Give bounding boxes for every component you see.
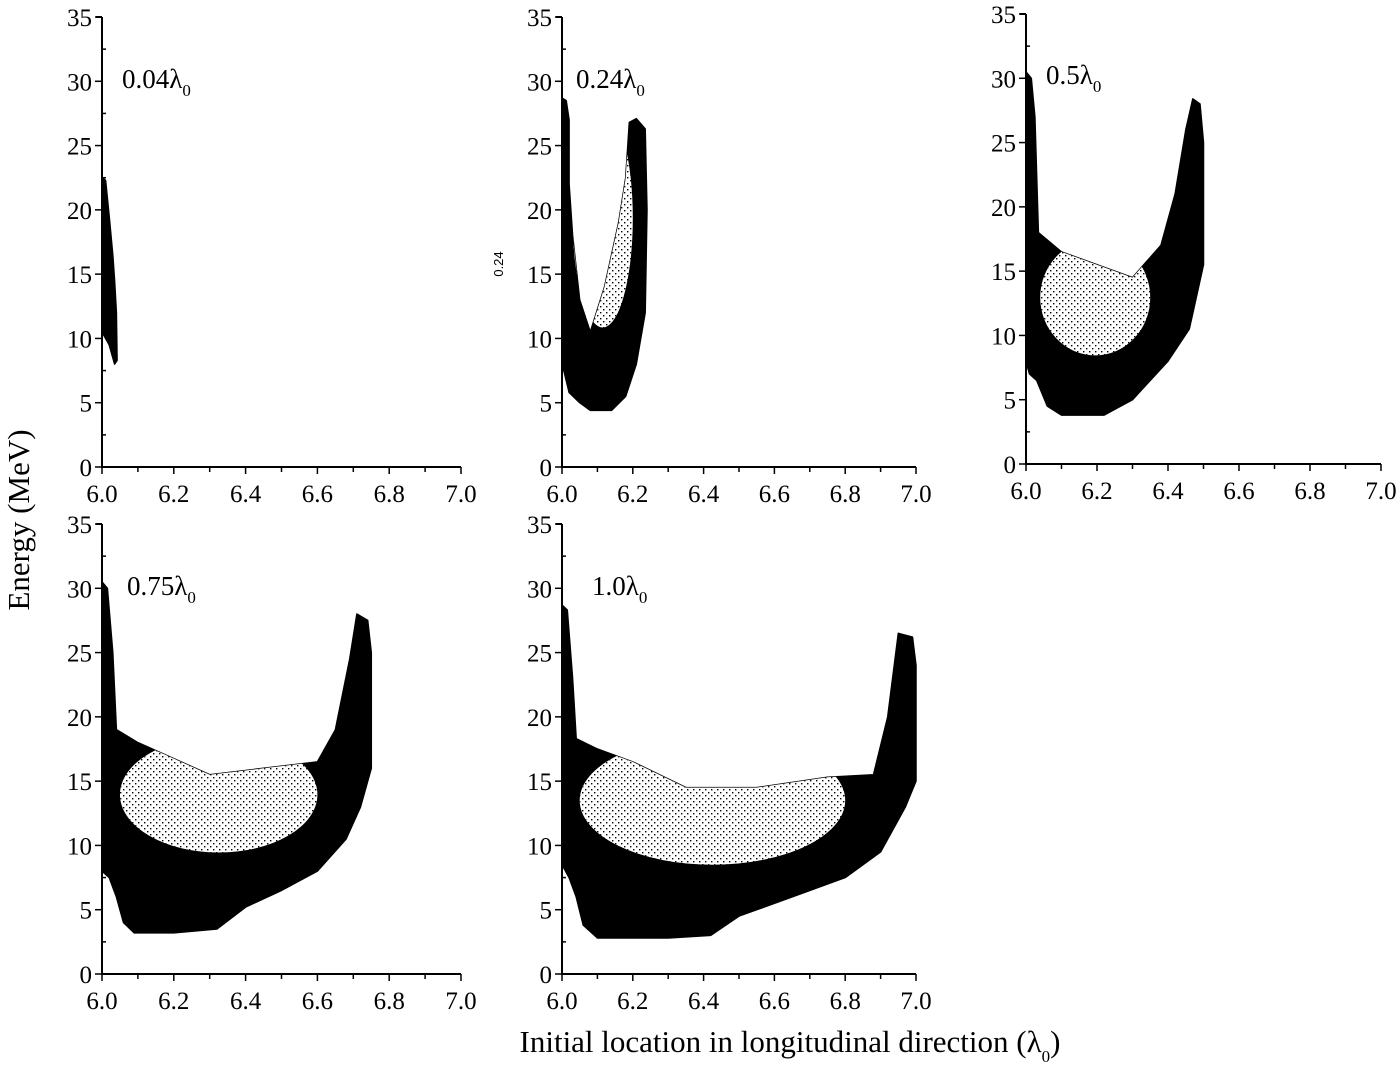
y-tick-label: 5: [540, 391, 553, 418]
panel-label: 0.04λ0: [122, 64, 191, 100]
y-tick-label: 30: [67, 576, 92, 603]
y-tick-label: 15: [67, 262, 92, 289]
x-tick-label: 7.0: [445, 481, 476, 508]
y-tick-label: 10: [527, 833, 552, 860]
y-tick-label: 0: [540, 455, 553, 482]
x-tick-label: 6.2: [617, 481, 648, 508]
y-tick-label: 35: [67, 512, 92, 539]
y-tick-label: 30: [991, 66, 1016, 93]
y-tick-label: 35: [991, 2, 1016, 29]
y-tick-label: 10: [527, 326, 552, 353]
x-tick-label: 6.8: [830, 481, 861, 508]
y-tick-label: 20: [527, 198, 552, 225]
x-tick-label: 6.2: [1081, 478, 1112, 505]
y-tick-label: 25: [67, 134, 92, 161]
y-tick-label: 15: [527, 262, 552, 289]
y-tick-label: 15: [991, 259, 1016, 286]
x-axis-title: Initial location in longitudinal directi…: [520, 1024, 1061, 1066]
y-tick-label: 25: [527, 134, 552, 161]
y-tick-label: 0: [80, 962, 93, 989]
panel-label: 0.5λ0: [1046, 60, 1101, 96]
y-tick-label: 10: [67, 326, 92, 353]
x-tick-label: 6.8: [1294, 478, 1325, 505]
x-tick-label: 6.6: [759, 988, 790, 1015]
x-tick-label: 6.4: [230, 988, 262, 1015]
x-tick-label: 6.8: [374, 481, 405, 508]
x-tick-label: 6.4: [230, 481, 262, 508]
y-tick-label: 25: [991, 131, 1016, 158]
y-tick-label: 30: [527, 69, 552, 96]
panel-2: 0 5 10 15 20 25 30 35 6.0 6.2 6.4 6.6 6.8 7.0 0.24λ0 0.…: [491, 5, 932, 508]
x-tick-label: 7.0: [445, 988, 476, 1015]
y-tick-label: 0: [540, 962, 553, 989]
sparse-region: [579, 736, 846, 865]
sparse-region: [572, 108, 633, 328]
panel-1: 0 5 10 15 20 25 30 35 6.0 6.2 6.4 6.6 6.8 7.0 0.04λ0: [67, 5, 477, 508]
x-tick-label: 7.0: [1365, 478, 1396, 505]
scatter-cloud: [101, 581, 373, 934]
x-tick-label: 6.6: [302, 988, 333, 1015]
y-tick-label: 10: [67, 833, 92, 860]
scatter-cloud: [1025, 71, 1205, 416]
y-tick-label: 30: [527, 576, 552, 603]
x-axis-title-sub: 0: [1042, 1047, 1051, 1066]
x-tick-label: 6.4: [1152, 478, 1184, 505]
y-axis-title: Energy (MeV): [1, 429, 36, 610]
stray-label: 0.24: [491, 251, 506, 276]
y-tick-label: 5: [1004, 388, 1017, 415]
y-tick-label: 35: [67, 5, 92, 32]
y-tick-label: 35: [527, 5, 552, 32]
scatter-cloud: [561, 97, 648, 412]
panel-3: 0 5 10 15 20 25 30 35 6.0 6.2 6.4 6.6 6.8 7.0 0.5λ0: [991, 2, 1397, 505]
x-tick-label: 6.0: [86, 481, 117, 508]
y-tick-label: 20: [67, 198, 92, 225]
x-tick-label: 6.2: [158, 988, 189, 1015]
panel-5: 0 5 10 15 20 25 30 35 6.0 6.2 6.4 6.6 6.8 7.0 1.0λ0: [527, 512, 932, 1015]
x-tick-label: 6.2: [158, 481, 189, 508]
x-axis-title-main: Initial location in longitudinal directi…: [520, 1024, 1042, 1059]
y-tick-label: 35: [527, 512, 552, 539]
x-tick-label: 6.4: [688, 481, 720, 508]
x-tick-label: 6.6: [759, 481, 790, 508]
sparse-region: [119, 736, 318, 853]
panel-label: 0.75λ0: [127, 571, 196, 607]
panel-4: 0 5 10 15 20 25 30 35 6.0 6.2 6.4 6.6 6.8 7.0 0.75λ0: [67, 512, 477, 1015]
x-tick-label: 6.0: [546, 481, 577, 508]
y-tick-label: 10: [991, 323, 1016, 350]
panel-label: 1.0λ0: [592, 571, 647, 607]
y-tick-label: 20: [67, 705, 92, 732]
x-tick-label: 6.2: [617, 988, 648, 1015]
y-tick-label: 25: [67, 641, 92, 668]
y-tick-label: 25: [527, 641, 552, 668]
panel-label: 0.24λ0: [576, 64, 645, 100]
y-tick-label: 20: [991, 195, 1016, 222]
y-tick-label: 30: [67, 69, 92, 96]
y-tick-label: 0: [80, 455, 93, 482]
x-tick-label: 6.6: [1223, 478, 1254, 505]
x-tick-label: 6.0: [546, 988, 577, 1015]
y-tick-label: 15: [527, 769, 552, 796]
y-tick-label: 20: [527, 705, 552, 732]
scatter-cloud: [101, 176, 118, 365]
x-axis-title-close: ): [1050, 1024, 1060, 1059]
sparse-region: [1040, 239, 1151, 356]
x-tick-label: 6.8: [374, 988, 405, 1015]
y-tick-label: 5: [80, 898, 93, 925]
x-tick-label: 7.0: [900, 988, 931, 1015]
x-tick-label: 6.0: [86, 988, 117, 1015]
x-tick-label: 7.0: [900, 481, 931, 508]
x-tick-label: 6.8: [830, 988, 861, 1015]
y-tick-label: 15: [67, 769, 92, 796]
y-tick-label: 0: [1004, 452, 1017, 479]
y-tick-label: 5: [540, 898, 553, 925]
y-tick-label: 5: [80, 391, 93, 418]
x-tick-label: 6.4: [688, 988, 720, 1015]
x-tick-label: 6.6: [302, 481, 333, 508]
x-tick-label: 6.0: [1010, 478, 1041, 505]
panels: 0 5 10 15 20 25 30 35 6.0 6.2 6.4 6.6 6.8 7.0 0.04λ0 0 5…: [67, 2, 1397, 1015]
